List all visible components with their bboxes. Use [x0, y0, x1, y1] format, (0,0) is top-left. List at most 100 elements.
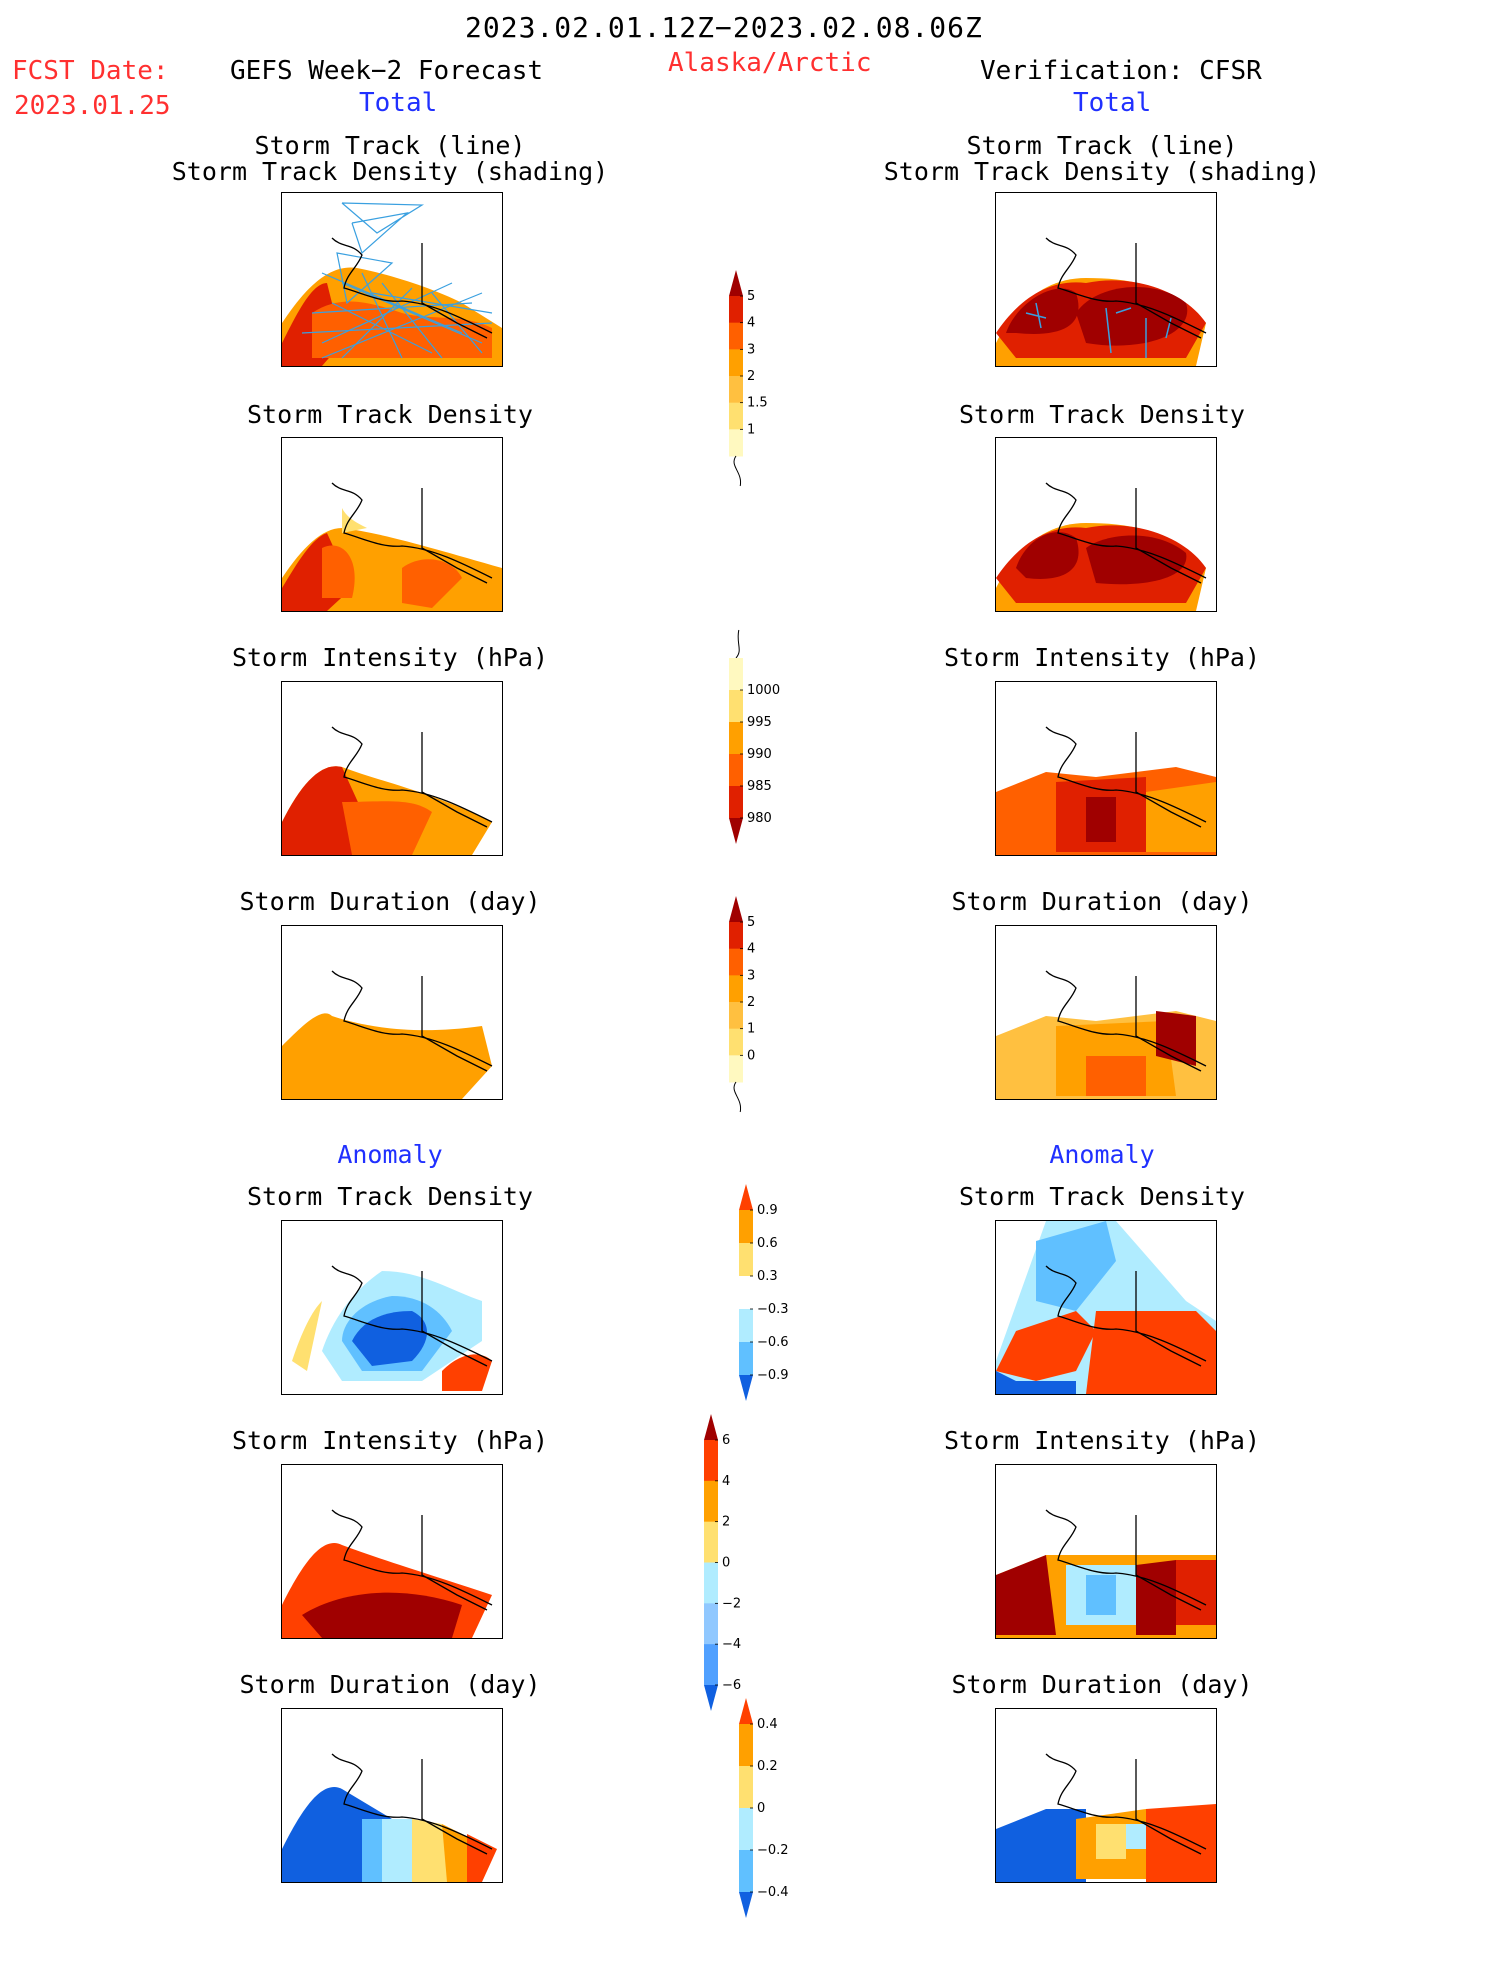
colorbar-tick-label: 3 — [747, 342, 755, 357]
colorbar-segment — [704, 1644, 718, 1686]
colorbar-arrow-top — [704, 1414, 718, 1440]
colorbar-tick-label: 0.4 — [757, 1717, 778, 1732]
colorbar-segment — [739, 1210, 753, 1244]
colorbar-segment — [729, 376, 743, 404]
map-anom-duration-left — [281, 1708, 503, 1883]
colorbar-arrow-bottom — [704, 1685, 718, 1711]
colorbar-segment — [729, 948, 743, 976]
map-intensity-right — [995, 681, 1217, 856]
colorbar-tick-label: 4 — [747, 942, 755, 957]
colorbar-segment — [739, 1724, 753, 1767]
colorbar-tick-label: −4 — [722, 1637, 741, 1652]
colorbar-tick-label: 1.5 — [747, 396, 768, 411]
colorbar-tick-label: −0.4 — [757, 1885, 789, 1900]
region-title: Alaska/Arctic — [668, 48, 872, 78]
colorbar-tick-label: 0.9 — [757, 1203, 778, 1218]
colorbar-segment — [729, 690, 743, 723]
colorbar-arrow-bottom — [739, 1375, 753, 1401]
panel-title-anom-density-left: Storm Track Density — [247, 1182, 533, 1211]
colorbar-tick-label: 6 — [722, 1433, 730, 1448]
colorbar-segment — [729, 786, 743, 819]
map-duration-left — [281, 925, 503, 1100]
map-duration-right — [995, 925, 1217, 1100]
colorbar-segment — [739, 1766, 753, 1809]
colorbar-tick-label: 0.2 — [757, 1759, 778, 1774]
colorbar-segment — [739, 1342, 753, 1376]
colorbar-segment — [729, 722, 743, 755]
colorbar-segment — [729, 658, 743, 691]
colorbar-segment — [729, 349, 743, 377]
panel-title-anom-intensity-right: Storm Intensity (hPa) — [943, 1426, 1261, 1455]
colorbar-density: 1 1.5 2 3 4 5 — [725, 266, 845, 550]
panel-title-duration-left: Storm Duration (day) — [239, 887, 541, 916]
colorbar-tick-label: 1 — [747, 1022, 755, 1037]
map-density-left — [281, 437, 503, 612]
colorbar-segment — [729, 402, 743, 430]
colorbar-segment — [704, 1603, 718, 1645]
panel-title-intensity-left: Storm Intensity (hPa) — [231, 643, 549, 672]
colorbar-segment — [739, 1276, 753, 1310]
colorbar-arrow-top — [739, 1698, 753, 1724]
colorbar-segment — [729, 296, 743, 324]
colorbar-arrow-bottom — [739, 1892, 753, 1918]
map-intensity-left — [281, 681, 503, 856]
colorbar-segment — [739, 1808, 753, 1851]
date-range-title: 2023.02.01.12Z−2023.02.08.06Z — [465, 11, 983, 44]
colorbar-tick-label: −0.3 — [757, 1302, 789, 1317]
colorbar-tail-bottom — [733, 455, 742, 487]
colorbar-segment — [729, 922, 743, 950]
panel-title-anom-density-right: Storm Track Density — [959, 1182, 1245, 1211]
colorbar-segment — [729, 754, 743, 787]
map-anom-density-left — [281, 1220, 503, 1395]
colorbar-anom-density: 0.9 0.6 0.3 −0.3 −0.6 −0.9 — [735, 1180, 855, 1464]
colorbar-segment — [704, 1440, 718, 1482]
panel-title-track-shading-right: Storm Track Density (shading) — [883, 157, 1321, 186]
colorbar-segment — [729, 1002, 743, 1030]
colorbar-tick-label: −6 — [722, 1678, 741, 1693]
colorbar-tick-label: 4 — [747, 316, 755, 331]
fcst-date-label: FCST Date: — [12, 56, 169, 86]
panel-title-density-right: Storm Track Density — [959, 400, 1245, 429]
colorbar-tick-label: 1 — [747, 422, 755, 437]
colorbar-segment — [729, 322, 743, 350]
colorbar-arrow-top — [739, 1184, 753, 1210]
total-label-right: Total — [1073, 88, 1152, 118]
colorbar-tick-label: 4 — [722, 1474, 730, 1489]
fcst-date-value: 2023.01.25 — [14, 91, 171, 121]
panel-title-track-line-right: Storm Track (line) — [966, 131, 1238, 160]
colorbar-tick-label: −0.9 — [757, 1368, 789, 1383]
map-density-right — [995, 437, 1217, 612]
colorbar-tick-label: 0 — [747, 1048, 755, 1063]
colorbar-tick-label: 0.3 — [757, 1269, 778, 1284]
colorbar-tick-label: 980 — [747, 811, 772, 826]
colorbar-segment — [729, 975, 743, 1003]
colorbar-segment — [704, 1521, 718, 1563]
verification-title: Verification: CFSR — [980, 56, 1262, 86]
colorbar-tick-label: −2 — [722, 1596, 741, 1611]
map-track-right — [995, 192, 1217, 367]
panel-title-intensity-right: Storm Intensity (hPa) — [943, 643, 1261, 672]
map-anom-duration-right — [995, 1708, 1217, 1883]
anomaly-label-left: Anomaly — [337, 1140, 443, 1169]
map-anom-intensity-right — [995, 1464, 1217, 1639]
panel-title-anom-intensity-left: Storm Intensity (hPa) — [231, 1426, 549, 1455]
colorbar-anom-duration: 0.4 0.2 0 −0.2 −0.4 — [735, 1694, 855, 1978]
colorbar-tick-label: 0.6 — [757, 1236, 778, 1251]
colorbar-segment — [729, 1055, 743, 1083]
colorbar-tick-label: 1000 — [747, 683, 780, 698]
forecast-title: GEFS Week−2 Forecast — [230, 56, 544, 86]
colorbar-segment — [729, 429, 743, 457]
anomaly-label-right: Anomaly — [1049, 1140, 1155, 1169]
colorbar-tick-label: 2 — [747, 995, 755, 1010]
colorbar-arrow-bottom — [729, 818, 743, 844]
map-anom-density-right — [995, 1220, 1217, 1395]
colorbar-segment — [729, 1028, 743, 1056]
colorbar-tail-top — [735, 629, 740, 659]
colorbar-tail-bottom — [733, 1081, 742, 1113]
colorbar-arrow-top — [729, 270, 743, 296]
colorbar-tick-label: 3 — [747, 968, 755, 983]
map-track-left — [281, 192, 503, 367]
colorbar-tick-label: 0 — [757, 1801, 765, 1816]
colorbar-tick-label: 5 — [747, 915, 755, 930]
colorbar-segment — [739, 1243, 753, 1277]
